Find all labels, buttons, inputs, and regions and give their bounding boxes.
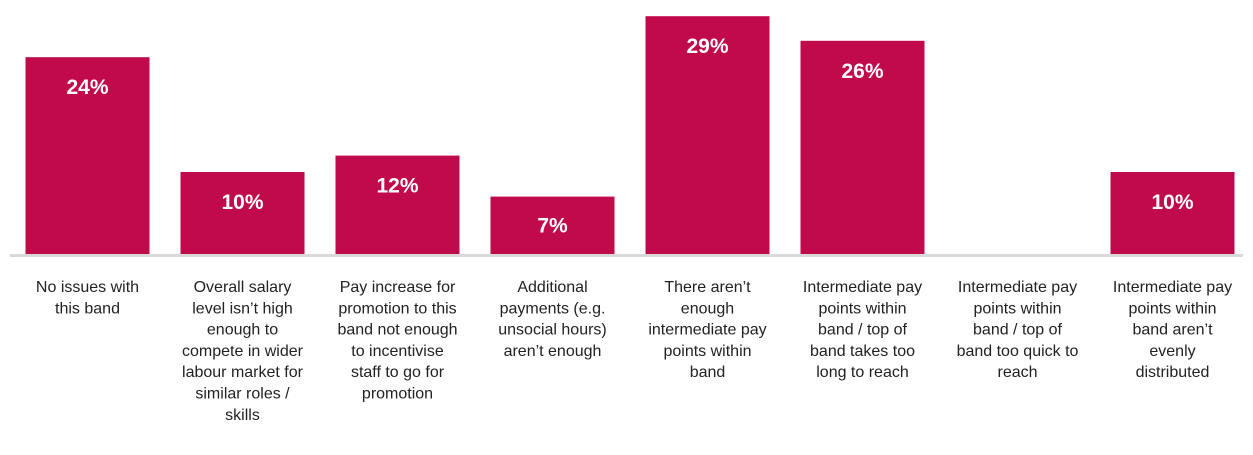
bar xyxy=(645,16,770,255)
category-label: Additional payments (e.g. unsocial hours) a… xyxy=(498,279,607,360)
category-label: Intermediate pay points within band / top … xyxy=(957,279,1079,381)
bar-value-label: 12% xyxy=(376,175,418,198)
category-label: Overall salary level isn’t high enough to c… xyxy=(182,279,304,424)
bar-value-label: 10% xyxy=(221,191,263,214)
bar-value-label: 24% xyxy=(66,76,108,99)
bar xyxy=(25,57,150,255)
bar xyxy=(800,40,925,254)
bar xyxy=(1110,172,1235,254)
bar xyxy=(490,196,615,254)
bar-value-label: 26% xyxy=(841,60,883,83)
category-label: Pay increase for promotion to this band no… xyxy=(337,279,457,403)
bar-value-label: 10% xyxy=(1151,191,1193,214)
category-label: There aren’t enough intermediate pay points… xyxy=(648,279,766,381)
category-label: No issues with this band xyxy=(36,279,139,317)
bar xyxy=(180,172,305,254)
bar-value-label: 7% xyxy=(537,214,568,237)
bar-value-label: 29% xyxy=(686,35,728,58)
category-label: Intermediate pay points within band / top … xyxy=(803,279,922,381)
bar xyxy=(335,155,460,254)
category-label: Intermediate pay points within band aren’t… xyxy=(1113,279,1232,381)
